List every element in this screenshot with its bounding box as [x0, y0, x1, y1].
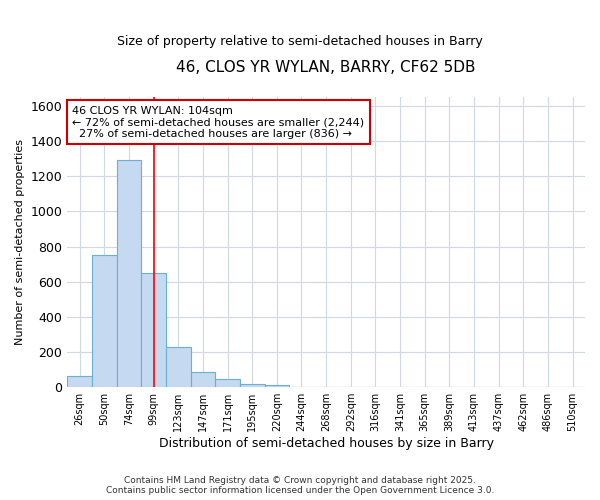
X-axis label: Distribution of semi-detached houses by size in Barry: Distribution of semi-detached houses by … [158, 437, 494, 450]
Bar [116, 160, 141, 387]
Text: 46 CLOS YR WYLAN: 104sqm
← 72% of semi-detached houses are smaller (2,244)
  27%: 46 CLOS YR WYLAN: 104sqm ← 72% of semi-d… [73, 106, 365, 139]
Bar [240, 384, 265, 387]
Bar [191, 372, 215, 387]
Title: 46, CLOS YR WYLAN, BARRY, CF62 5DB: 46, CLOS YR WYLAN, BARRY, CF62 5DB [176, 60, 476, 75]
Text: Contains HM Land Registry data © Crown copyright and database right 2025.
Contai: Contains HM Land Registry data © Crown c… [106, 476, 494, 495]
Bar [92, 256, 116, 387]
Bar [141, 273, 166, 387]
Text: Size of property relative to semi-detached houses in Barry: Size of property relative to semi-detach… [117, 35, 483, 48]
Bar [215, 380, 240, 387]
Bar [166, 347, 191, 387]
Bar [67, 376, 92, 387]
Y-axis label: Number of semi-detached properties: Number of semi-detached properties [15, 139, 25, 345]
Bar [265, 386, 289, 387]
